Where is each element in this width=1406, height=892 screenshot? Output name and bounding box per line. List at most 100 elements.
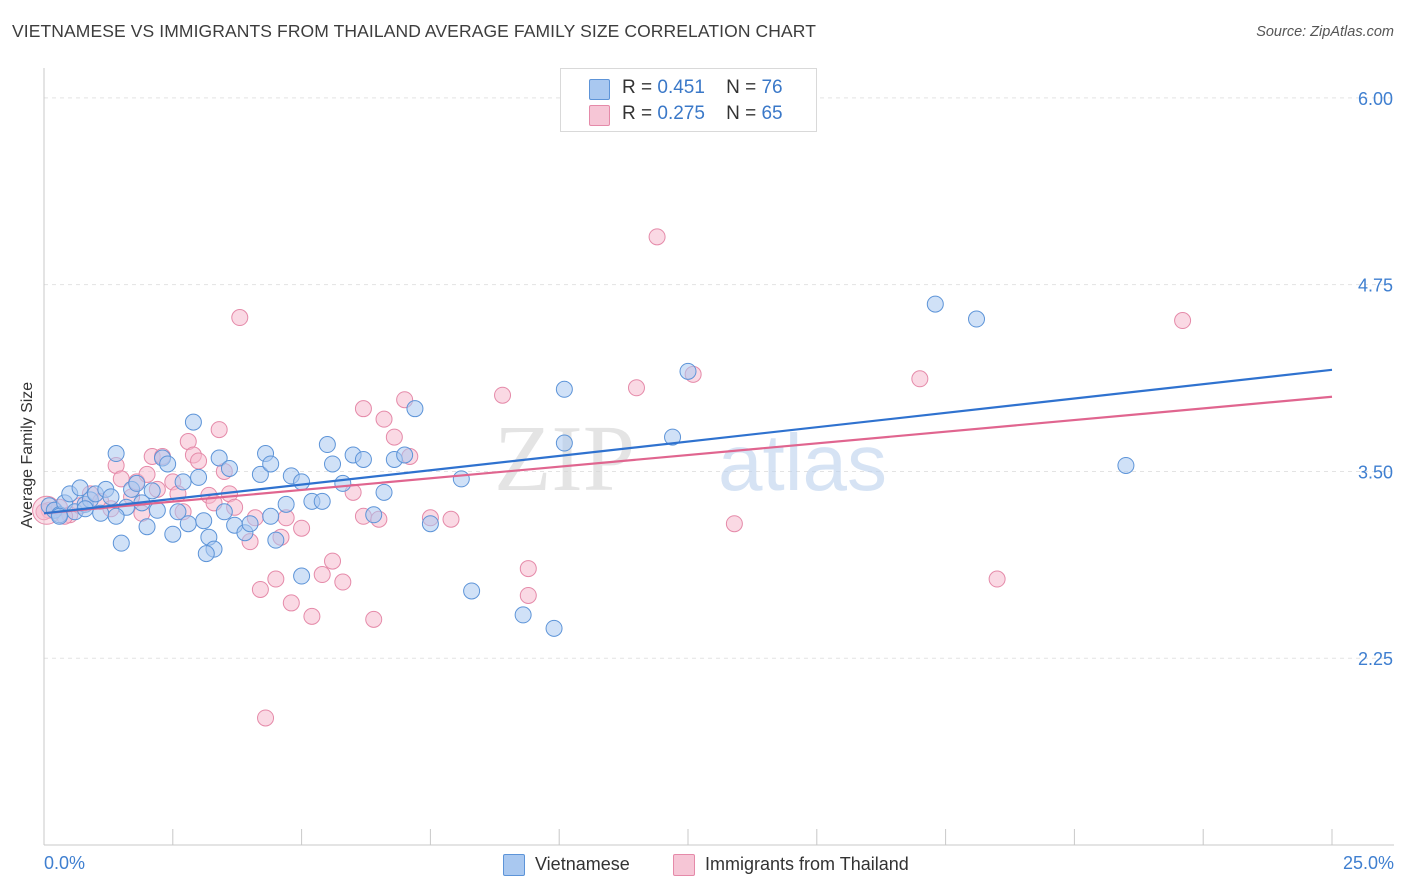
r-value: 0.275: [657, 103, 705, 124]
thailand-point-45: [375, 410, 393, 428]
vietnamese-point-43: [277, 495, 295, 513]
series-legend: Vietnamese Immigrants from Thailand: [0, 851, 1406, 879]
chart-title: VIETNAMESE VS IMMIGRANTS FROM THAILAND A…: [12, 21, 816, 41]
vietnamese-point-23: [159, 455, 177, 473]
thailand-point-58: [911, 370, 929, 388]
thailand-point-36: [282, 594, 300, 612]
vietnamese-point-52: [354, 450, 372, 468]
thailand-point-24: [210, 421, 228, 439]
vietnamese-point-68: [664, 428, 682, 446]
vietnamese-point-20: [143, 482, 161, 500]
thailand-point-31: [251, 580, 269, 598]
thailand-point-46: [385, 428, 403, 446]
thailand-point-32: [257, 709, 275, 727]
vietnamese-point-38: [241, 515, 259, 533]
stats-text: R = 0.451 N = 76: [622, 75, 783, 101]
thailand-point-43: [354, 400, 372, 418]
thailand-trend-line: [43, 395, 1333, 515]
thailand-point-37: [293, 519, 311, 537]
vietnamese-point-28: [184, 413, 202, 431]
thailand-point-40: [324, 552, 342, 570]
n-value: 65: [761, 103, 783, 124]
vietnamese-point-14: [112, 534, 130, 552]
stats-text: R = 0.275 N = 65: [622, 101, 783, 127]
vietnamese-point-62: [452, 470, 470, 488]
thailand-swatch: [673, 854, 695, 876]
vietnamese-point-67: [555, 434, 573, 452]
vietnamese-point-45: [293, 473, 311, 491]
vietnamese-point-69: [679, 362, 697, 380]
vietnamese-point-35: [220, 459, 238, 477]
y-tick-label-1: 4.75: [1358, 276, 1393, 296]
vietnamese-point-59: [197, 545, 215, 563]
y-axis-label: Average Family Size: [19, 381, 36, 529]
thailand-point-55: [648, 228, 666, 246]
vietnamese-point-39: [251, 465, 269, 483]
watermark-zip: ZIP: [494, 407, 635, 511]
thailand-point-59: [988, 570, 1006, 588]
stats-legend: R = 0.451 N = 76 R = 0.275 N = 65: [560, 68, 817, 132]
n-label: N =: [726, 77, 757, 98]
gridlines: [44, 97, 1394, 659]
vietnamese-point-50: [334, 474, 352, 492]
vietnamese-point-34: [215, 503, 233, 521]
thailand-point-57: [725, 515, 743, 533]
vietnamese-point-21: [148, 501, 166, 519]
r-value: 0.451: [657, 77, 705, 98]
vietnamese-point-13: [107, 445, 125, 463]
thailand-point-51: [494, 386, 512, 404]
y-tick-label-3: 2.25: [1358, 649, 1393, 669]
vietnamese-point-27: [179, 515, 197, 533]
thailand-point-50: [442, 510, 460, 528]
y-tick-labels: 6.00 4.75 3.50 2.25: [1358, 89, 1393, 669]
thailand-point-44: [365, 610, 383, 628]
vietnamese-point-72: [1117, 456, 1135, 474]
thailand-point-21: [190, 452, 208, 470]
vietnamese-point-48: [318, 436, 336, 454]
vietnamese-point-57: [406, 400, 424, 418]
thailand-point-38: [303, 607, 321, 625]
axes: [43, 68, 1394, 846]
thailand-point-41: [334, 573, 352, 591]
vietnamese-point-24: [164, 525, 182, 543]
thailand-point-28: [231, 309, 249, 327]
thailand-point-53: [519, 586, 537, 604]
x-tick-label-min: 0.0%: [44, 853, 85, 873]
vietnamese-point-42: [267, 531, 285, 549]
vietnamese-point-49: [324, 455, 342, 473]
vietnamese-point-56: [396, 446, 414, 464]
vietnamese-swatch: [589, 79, 610, 100]
thailand-point-52: [519, 560, 537, 578]
vietnamese-point-70: [926, 295, 944, 313]
vietnamese-point-63: [463, 582, 481, 600]
r-label: R =: [622, 77, 653, 98]
vietnamese-point-30: [195, 512, 213, 530]
vietnamese-point-53: [365, 506, 383, 524]
vietnamese-point-33: [210, 449, 228, 467]
trend-lines: [43, 368, 1333, 515]
thailand-swatch: [589, 105, 610, 126]
thailand-point-33: [267, 570, 285, 588]
vietnamese-point-75: [107, 507, 125, 525]
vietnamese-point-19: [138, 518, 156, 536]
thailand-point-39: [313, 566, 331, 584]
vietnamese-trend-line: [43, 368, 1333, 515]
n-value: 76: [761, 77, 783, 98]
vietnamese-point-6: [71, 479, 89, 497]
thailand-point-60: [1174, 312, 1192, 330]
vietnamese-point-47: [313, 492, 331, 510]
thailand-point-54: [627, 379, 645, 397]
vietnamese-point-17: [128, 474, 146, 492]
vietnamese-point-65: [545, 619, 563, 637]
vietnamese-point-41: [262, 455, 280, 473]
vietnamese-point-12: [102, 488, 120, 506]
n-label: N =: [726, 103, 757, 124]
chart-source: Source: ZipAtlas.com: [1256, 24, 1394, 40]
watermark-atlas: atlas: [718, 418, 887, 507]
y-tick-label-2: 3.50: [1358, 462, 1393, 482]
vietnamese-point-29: [190, 468, 208, 486]
vietnamese-point-58: [421, 515, 439, 533]
y-tick-label-0: 6.00: [1358, 89, 1393, 109]
vietnamese-swatch: [503, 854, 525, 876]
